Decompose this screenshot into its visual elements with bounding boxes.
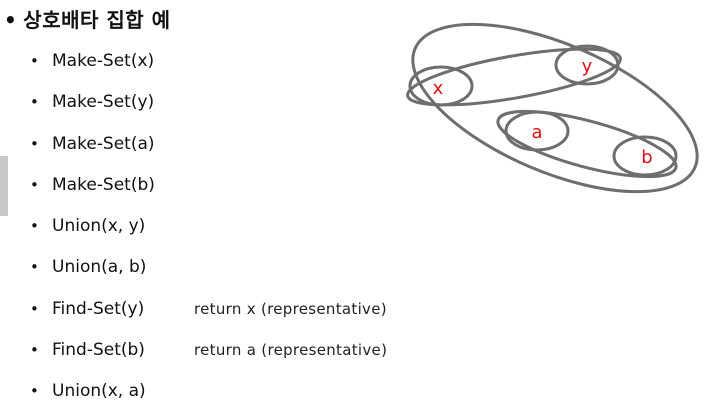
title-bullet: • <box>4 8 18 32</box>
operation-list: • Make-Set(x) • Make-Set(y) • Make-Set(a) •… <box>30 44 387 416</box>
set-outline-ab <box>496 109 678 179</box>
list-item: • Find-Set(y) return x (representative) <box>30 292 387 333</box>
node-b-label: b <box>641 147 652 168</box>
node-x-circle <box>408 65 474 107</box>
side-tab <box>0 156 8 216</box>
node-b-circle <box>612 135 678 177</box>
bullet-icon: • <box>30 341 39 360</box>
page-title: • 상호배타 집합 예 <box>4 4 171 33</box>
bullet-icon: • <box>30 52 39 70</box>
node-a-label: a <box>531 122 542 143</box>
operation-text: Union(x, y) <box>52 216 146 237</box>
list-item: • Make-Set(x) <box>30 44 155 85</box>
bullet-icon: • <box>30 175 39 194</box>
list-item: • Union(x, y) <box>30 209 155 250</box>
operation-text: Union(a, b) <box>52 257 147 278</box>
bullet-icon: • <box>30 299 39 318</box>
operation-text: Find-Set(y) <box>52 298 145 319</box>
title-text: 상호배타 집합 예 <box>23 8 171 32</box>
list-item: • Make-Set(b) <box>30 168 155 209</box>
node-x-label: x <box>433 78 444 99</box>
bullet-icon: • <box>30 258 39 277</box>
list-item: • Union(a, b) <box>30 250 155 291</box>
node-a-circle <box>504 110 570 152</box>
set-diagram: x y a b <box>406 22 699 194</box>
operation-text: Find-Set(b) <box>52 340 145 361</box>
list-item: • Make-Set(a) <box>30 127 155 168</box>
operation-text: Make-Set(y) <box>52 92 155 113</box>
operation-text: Union(x, a) <box>52 381 146 402</box>
bullet-icon: • <box>30 217 39 236</box>
operation-text: Make-Set(a) <box>52 133 155 154</box>
bullet-icon: • <box>30 93 39 112</box>
bullet-icon: • <box>30 134 39 153</box>
bullet-icon: • <box>30 382 39 401</box>
node-y-label: y <box>582 56 593 77</box>
operation-note: return x (representative) <box>194 299 387 318</box>
node-y-circle <box>554 44 620 86</box>
operation-note: return a (representative) <box>194 341 388 360</box>
list-item: • Make-Set(y) <box>30 85 155 126</box>
operation-text: Make-Set(b) <box>52 174 155 195</box>
operation-text: Make-Set(x) <box>52 51 155 71</box>
set-outline-xy <box>406 47 622 107</box>
list-item: • Union(x, a) <box>30 374 155 415</box>
list-item: • Find-Set(b) return a (representative) <box>30 333 387 374</box>
